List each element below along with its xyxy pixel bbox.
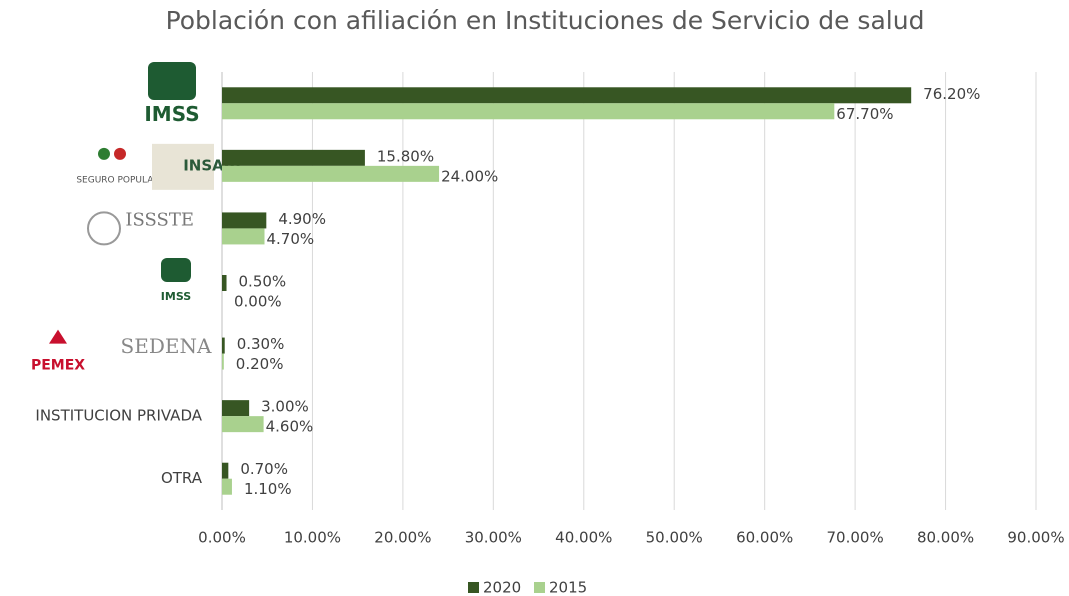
data-label: 4.90% — [278, 210, 326, 228]
data-label: 0.50% — [239, 273, 287, 291]
legend-swatch — [534, 582, 545, 593]
y-tick-label: IMSS — [144, 102, 199, 126]
bar — [222, 165, 440, 182]
bar — [222, 103, 835, 120]
x-tick-label: 30.00% — [465, 529, 522, 547]
data-label: 0.30% — [237, 335, 285, 353]
data-label: 0.70% — [240, 460, 288, 478]
data-label: 15.80% — [377, 147, 434, 165]
data-label: 24.00% — [441, 167, 498, 185]
logo-icon — [49, 329, 67, 344]
y-tick-label: IMSS — [161, 290, 191, 303]
x-tick-label: 20.00% — [374, 529, 431, 547]
y-tick-label: SEDENA — [121, 334, 212, 358]
bar — [222, 400, 250, 417]
data-label: 76.20% — [923, 85, 980, 103]
logo-icon — [98, 147, 110, 160]
y-tick-label: INSTITUCION PRIVADA — [35, 407, 202, 425]
bar — [222, 275, 227, 291]
bar — [222, 462, 229, 479]
y-tick-label: ISSSTE — [125, 209, 194, 230]
x-tick-label: 50.00% — [646, 529, 703, 547]
bar — [222, 416, 264, 433]
legend-label: 2020 — [483, 579, 521, 596]
x-tick-label: 10.00% — [284, 529, 341, 547]
x-tick-label: 40.00% — [555, 529, 612, 547]
data-label: 1.10% — [244, 480, 292, 498]
logo-icon — [114, 147, 126, 160]
data-label: 0.20% — [236, 355, 284, 373]
y-tick-label: PEMEX — [31, 358, 85, 374]
bar — [222, 87, 912, 104]
bar — [222, 478, 232, 495]
x-tick-label: 80.00% — [917, 529, 974, 547]
logo-icon — [148, 62, 196, 100]
x-tick-label: 90.00% — [1007, 529, 1064, 547]
data-label: 4.70% — [267, 230, 315, 248]
x-tick-label: 60.00% — [736, 529, 793, 547]
data-label: 67.70% — [836, 105, 893, 123]
data-label: 4.60% — [266, 418, 314, 436]
data-label: 0.00% — [234, 293, 282, 311]
logo-icon — [87, 211, 121, 246]
bar — [222, 228, 265, 245]
logo-box — [152, 143, 214, 190]
bar — [222, 337, 225, 354]
logo-icon — [161, 258, 191, 282]
bar — [222, 353, 224, 370]
legend-label: 2015 — [549, 579, 587, 596]
bar — [222, 212, 267, 229]
legend-swatch — [468, 582, 479, 593]
bar — [222, 149, 365, 166]
chart-title: Población con afiliación en Institucione… — [166, 6, 925, 35]
y-tick-label: OTRA — [161, 469, 203, 487]
x-tick-label: 70.00% — [827, 529, 884, 547]
data-label: 3.00% — [261, 398, 309, 416]
x-tick-label: 0.00% — [198, 529, 246, 547]
y-tick-label: SEGURO POPULAR — [76, 175, 159, 185]
